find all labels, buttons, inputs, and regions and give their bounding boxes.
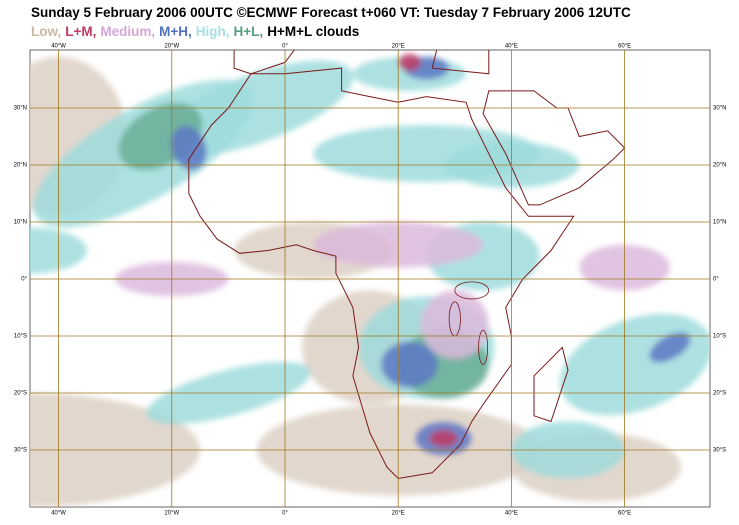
graticule: 40°W 40°W 20°W 20°W 0° 0° 20°E 20°E 40°E 40°E 60°E… [14, 44, 727, 517]
latitude-label: 30°N [713, 106, 726, 112]
longitude-label: 20°E [392, 511, 405, 517]
latitude-label: 30°N [14, 106, 27, 112]
latitude-label: 20°S [713, 391, 726, 397]
longitude-label: 0° [282, 511, 288, 517]
legend-item: Medium, [100, 24, 156, 39]
cloud-patch [429, 430, 458, 448]
longitude-label: 40°E [505, 511, 518, 517]
longitude-label: 60°E [618, 44, 631, 50]
legend: Low, L+M, Medium, M+H, High, H+L, H+M+L clouds [31, 24, 363, 39]
lake [454, 281, 490, 300]
longitude-label: 60°E [618, 511, 631, 517]
cloud-patch [420, 290, 489, 359]
longitude-label: 40°E [505, 44, 518, 50]
latitude-label: 20°S [14, 391, 27, 397]
latitude-label: 20°N [14, 163, 27, 169]
latitude-label: 20°N [713, 163, 726, 169]
longitude-label: 20°E [392, 44, 405, 50]
legend-item: H+M+L clouds [267, 24, 360, 39]
lake [478, 329, 489, 365]
coastlines [188, 50, 626, 480]
legend-item: M+H, [159, 24, 192, 39]
coastline [482, 90, 626, 206]
latitude-label: 10°N [14, 220, 27, 226]
title: Sunday 5 February 2006 00UTC ©ECMWF Fore… [31, 5, 631, 20]
legend-item: H+L, [233, 24, 264, 39]
cloud-patch [649, 332, 691, 363]
latitude-label: 30°S [713, 448, 726, 454]
longitude-label: 20°W [164, 44, 179, 50]
longitude-label: 0° [282, 44, 288, 50]
cloud-patch [381, 341, 438, 388]
latitude-label: 10°N [713, 220, 726, 226]
cloud-patch [171, 125, 207, 171]
longitude-label: 20°W [164, 511, 179, 517]
latitude-label: 30°S [14, 448, 27, 454]
coastline [188, 67, 575, 480]
latitude-label: 0° [21, 277, 27, 283]
legend-item: L+M, [65, 24, 97, 39]
latitude-label: 10°S [14, 334, 27, 340]
latitude-label: 10°S [713, 334, 726, 340]
coastline [533, 346, 569, 423]
coastline [431, 50, 490, 75]
longitude-label: 40°W [51, 44, 66, 50]
longitude-label: 40°W [51, 511, 66, 517]
legend-item: Low, [31, 24, 62, 39]
cloud-patch [398, 53, 421, 71]
latitude-label: 0° [713, 277, 719, 283]
legend-item: High, [195, 24, 230, 39]
